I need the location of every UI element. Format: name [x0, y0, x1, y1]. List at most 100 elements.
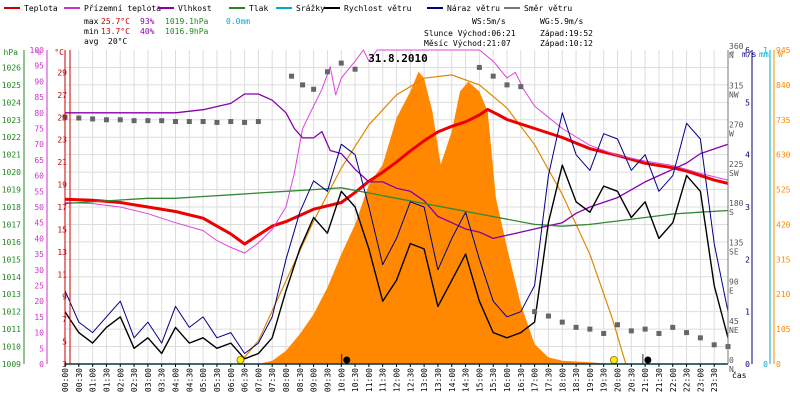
x-tick-label-10: 05:00 — [199, 368, 208, 392]
wind-dir-point-6 — [145, 118, 151, 124]
solar-area — [239, 71, 612, 364]
x-tick-label-15: 07:30 — [268, 368, 277, 392]
direction-tick-num-2: 90 — [729, 278, 739, 287]
x-tick-label-40: 20:00 — [614, 368, 623, 392]
wind-dir-point-34 — [656, 330, 662, 336]
wind-dir-point-8 — [173, 119, 178, 125]
rain-tick-1: 1 — [763, 46, 768, 55]
x-tick-label-29: 14:30 — [462, 368, 471, 392]
x-tick-label-3: 01:30 — [102, 368, 111, 392]
wind-tick-4: 4 — [745, 151, 750, 160]
info-ws: WS:5m/s — [472, 17, 506, 26]
wind-tick-2: 2 — [745, 255, 750, 264]
pressure-tick-11: 1020 — [2, 168, 21, 177]
temperature-tick-9: 21 — [57, 158, 67, 167]
sunrise-icon — [236, 356, 245, 364]
x-tick-label-39: 19:30 — [600, 368, 609, 392]
humidity-tick-13: 65 — [34, 156, 44, 165]
humidity-tick-2: 10 — [34, 329, 44, 338]
x-tick-label-45: 22:30 — [683, 368, 692, 392]
legend-label-0: Teplota — [24, 4, 58, 13]
legend-label-2: Vlhkost — [178, 4, 212, 13]
direction-tick-num-1: 45 — [729, 317, 739, 326]
stat-max-hum: 93% — [140, 17, 155, 26]
direction-axis-label: ° — [730, 50, 735, 59]
humidity-tick-15: 75 — [34, 125, 44, 134]
pressure-tick-5: 1014 — [2, 273, 21, 282]
humidity-tick-1: 5 — [39, 344, 44, 353]
wind-tick-3: 3 — [745, 203, 750, 212]
wind-dir-point-29 — [587, 326, 593, 332]
x-tick-label-44: 22:00 — [669, 368, 678, 392]
stat-max-temp: 25.7°C — [101, 17, 130, 26]
direction-tick-num-0: 0 — [729, 356, 734, 365]
x-tick-label-34: 17:00 — [531, 368, 540, 392]
x-tick-label-18: 09:00 — [310, 368, 319, 392]
direction-tick-num-5: 225 — [729, 160, 744, 169]
direction-tick-num-7: 315 — [729, 81, 744, 90]
pressure-tick-13: 1022 — [2, 133, 21, 142]
humidity-tick-16: 80 — [34, 109, 44, 118]
humidity-tick-8: 40 — [34, 234, 44, 243]
x-tick-label-9: 04:30 — [185, 368, 194, 392]
wind-dir-point-32 — [628, 328, 634, 334]
x-tick-label-21: 10:30 — [351, 368, 360, 392]
solar-tick-8: 840 — [776, 81, 791, 90]
wind-dir-point-4 — [117, 117, 123, 123]
solar-tick-2: 210 — [776, 290, 791, 299]
legend-label-4: Srážky — [296, 4, 325, 13]
solar-tick-1: 105 — [776, 325, 791, 334]
direction-tick-num-6: 270 — [729, 121, 744, 130]
humidity-tick-17: 85 — [34, 93, 44, 102]
wind-dir-point-12 — [228, 119, 234, 125]
wind-dir-point-24 — [518, 84, 524, 90]
direction-tick-dir-6: W — [729, 130, 734, 139]
x-tick-label-38: 19:00 — [586, 368, 595, 392]
humidity-tick-7: 35 — [34, 250, 44, 259]
x-tick-label-2: 01:00 — [89, 368, 98, 392]
legend-label-1: Přízemní teplota — [84, 4, 161, 13]
sunset-icon — [610, 356, 618, 364]
wind-dir-point-30 — [601, 330, 607, 336]
x-tick-label-5: 02:30 — [130, 368, 139, 392]
x-tick-label-12: 06:00 — [227, 368, 236, 392]
x-tick-label-43: 21:30 — [655, 368, 664, 392]
stat-avg-label: avg — [84, 37, 99, 46]
x-tick-label-25: 12:30 — [406, 368, 415, 392]
solar-tick-0: 0 — [776, 360, 781, 369]
x-tick-label-14: 07:00 — [254, 368, 263, 392]
x-tick-label-24: 12:00 — [393, 368, 402, 392]
wind-dir-point-37 — [697, 335, 703, 341]
x-tick-label-0: 00:00 — [61, 368, 70, 392]
stat-max-press: 1019.1hPa — [165, 17, 209, 26]
humidity-tick-11: 55 — [34, 187, 44, 196]
pressure-tick-15: 1024 — [2, 98, 21, 107]
stat-min-hum: 40% — [140, 27, 155, 36]
info-sun-set: Západ:19:52 — [540, 29, 593, 38]
series-line-3 — [64, 187, 729, 227]
wind-dir-point-15 — [289, 73, 295, 79]
x-tick-label-47: 23:30 — [710, 368, 719, 392]
series-layer — [62, 49, 731, 365]
wind-dir-point-21 — [476, 64, 482, 70]
humidity-tick-6: 30 — [34, 266, 44, 275]
humidity-axis-label: % — [36, 48, 41, 57]
wind-dir-point-23 — [504, 82, 510, 88]
wind-dir-point-7 — [159, 118, 165, 124]
stat-min-press: 1016.9hPa — [165, 27, 209, 36]
humidity-tick-20: 100 — [30, 46, 45, 55]
wind-dir-point-31 — [615, 322, 620, 328]
wind-dir-point-25 — [532, 309, 538, 315]
wind-dir-point-19 — [338, 60, 344, 66]
wind-dir-point-20 — [352, 66, 358, 72]
x-tick-label-42: 21:00 — [641, 368, 650, 392]
direction-tick-dir-8: N — [729, 51, 734, 60]
direction-tick-dir-7: NW — [729, 90, 739, 99]
wind-dir-point-27 — [559, 319, 565, 325]
x-tick-label-35: 17:30 — [544, 368, 553, 392]
pressure-tick-8: 1017 — [2, 220, 21, 229]
pressure-tick-2: 1011 — [2, 325, 21, 334]
x-tick-label-31: 15:30 — [489, 368, 498, 392]
astro-panel: WS:5m/s WG:5.9m/s Slunce Východ:06:21 Zá… — [424, 17, 593, 48]
